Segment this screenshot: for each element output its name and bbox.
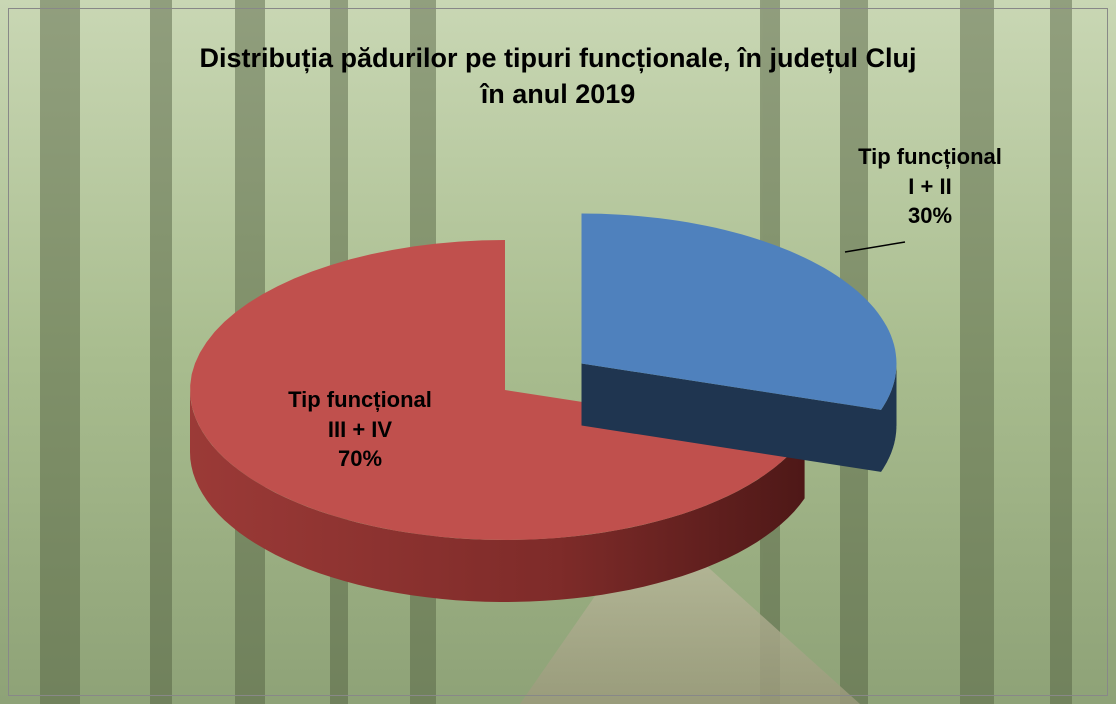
value-label: 30% [907, 203, 953, 229]
slice [190, 240, 805, 540]
chart-title: Distribuția pădurilor pe tipuri funcțion… [199, 43, 917, 110]
slice [581, 213, 897, 410]
leader-line [844, 241, 906, 253]
slice-side [190, 390, 805, 602]
value-label: 70% [337, 446, 383, 472]
slice-side [581, 363, 881, 472]
frame [8, 8, 1108, 696]
slice-side [881, 363, 897, 472]
slice-label: Tip funcțional III + IV [288, 387, 432, 442]
road [520, 560, 860, 704]
slice-label: Tip funcțional I + II [858, 144, 1002, 199]
